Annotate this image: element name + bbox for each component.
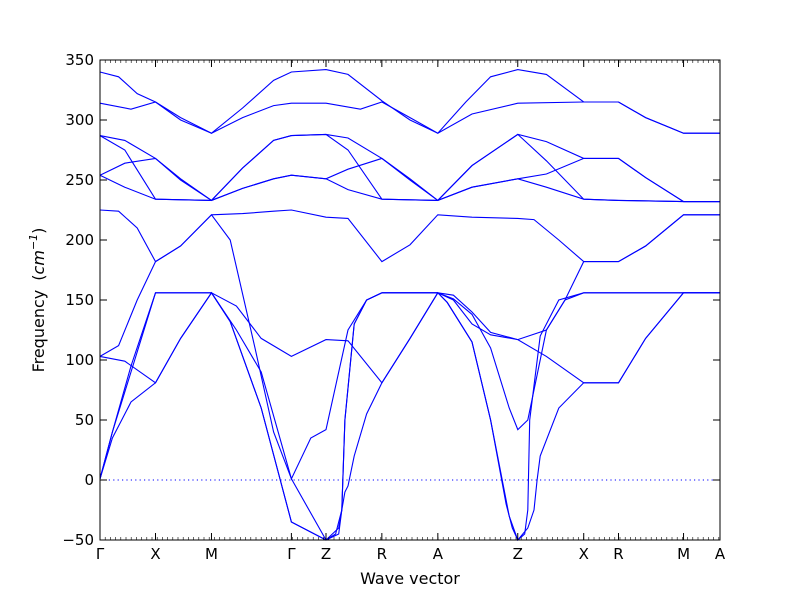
bands-layer (99, 69, 720, 542)
band-10 (99, 292, 720, 541)
y-tick-label: 100 (65, 351, 94, 369)
y-tick-label: 250 (65, 171, 94, 189)
plot-frame (99, 59, 721, 541)
x-tick-label: M (205, 545, 218, 563)
x-axis-label: Wave vector (360, 569, 460, 588)
y-tick-label: 50 (75, 411, 94, 429)
x-tick-label: M (677, 545, 690, 563)
band-5 (99, 133, 720, 203)
band-11 (99, 291, 720, 542)
y-tick-label: 0 (84, 471, 94, 489)
y-axis-label: Frequency (cm−1) (27, 228, 48, 373)
y-axis-unit: cm (29, 250, 48, 274)
y-axis: −50 0 50 100 150 200 250 300 350 (62, 51, 720, 549)
band-6 (99, 174, 720, 203)
x-tick-label: Z (321, 545, 331, 563)
y-axis-unit-exponent: −1 (27, 234, 40, 250)
x-tick-label: R (613, 545, 623, 563)
band-8 (99, 213, 720, 541)
y-tick-label: 350 (65, 51, 94, 69)
band-12 (99, 292, 720, 384)
y-axis-label-text: Frequency (29, 290, 48, 373)
x-tick-label: X (150, 545, 160, 563)
band-4 (99, 135, 720, 203)
x-tick-label: X (579, 545, 589, 563)
x-tick-label: Γ (287, 545, 296, 563)
x-tick-label: A (433, 545, 444, 563)
band-2 (99, 101, 720, 134)
x-tick-label: Γ (96, 545, 105, 563)
y-tick-label: 200 (65, 231, 94, 249)
band-3 (99, 133, 720, 203)
x-tick-label: A (715, 545, 726, 563)
y-tick-label: 150 (65, 291, 94, 309)
x-tick-label: R (377, 545, 387, 563)
x-tick-label: Z (513, 545, 523, 563)
x-minor-ticks (99, 60, 720, 540)
y-tick-label: 300 (65, 111, 94, 129)
band-7 (99, 209, 720, 263)
minor-tick-marks (99, 60, 720, 540)
y-tick-label: −50 (62, 531, 94, 549)
